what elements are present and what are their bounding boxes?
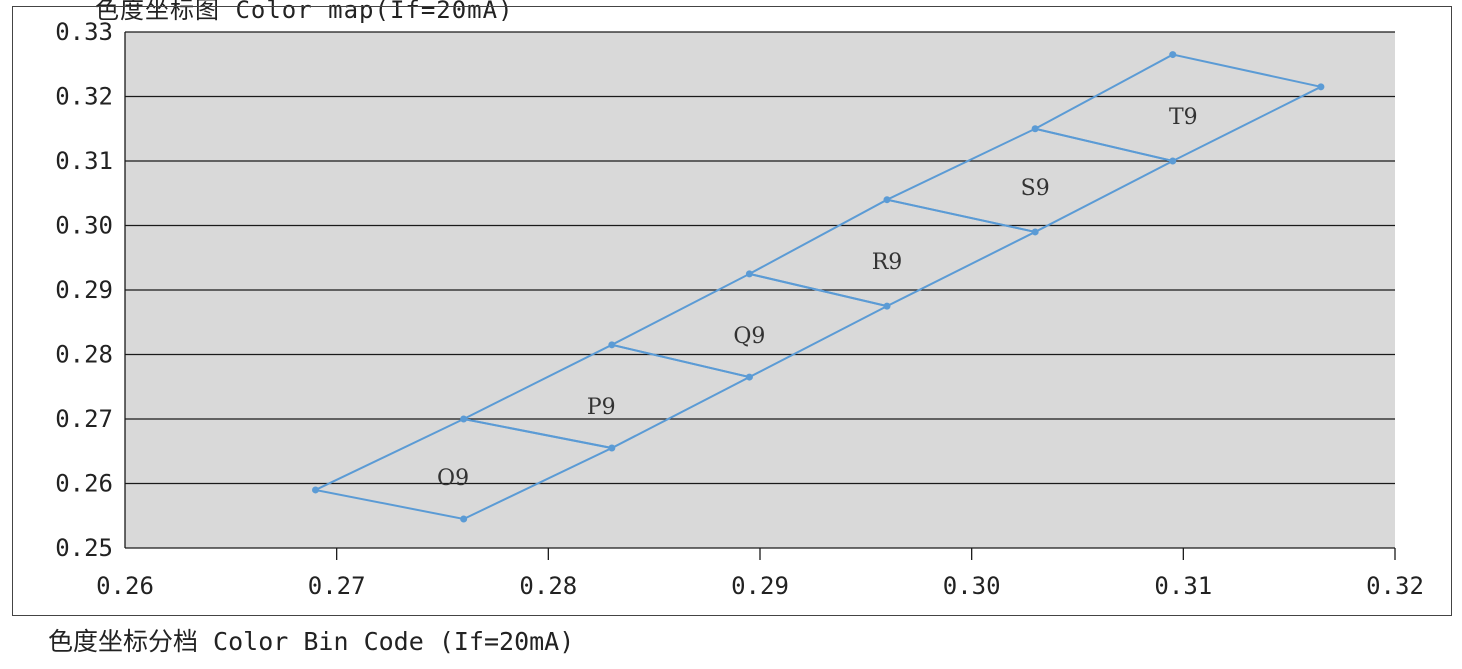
- y-tick-label-0.26: 0.26: [55, 470, 113, 498]
- x-axis-caption: 色度坐标分档 Color Bin Code (If=20mA): [48, 627, 575, 656]
- bin-label-R9: R9: [872, 250, 903, 275]
- bin-label-Q9: Q9: [733, 324, 765, 349]
- y-tick-label-0.31: 0.31: [55, 147, 113, 175]
- bin-label-S9: S9: [1021, 176, 1050, 201]
- x-tick-label-0.32: 0.32: [1366, 572, 1424, 600]
- x-tick-label-0.31: 0.31: [1154, 572, 1212, 600]
- y-tick-label-0.29: 0.29: [55, 276, 113, 304]
- bin-T9-point-2: [1317, 83, 1325, 91]
- y-tick-label-0.28: 0.28: [55, 341, 113, 369]
- x-tick-label-0.27: 0.27: [308, 572, 366, 600]
- bin-O9-point-0: [312, 486, 319, 494]
- bin-label-P9: P9: [587, 395, 616, 420]
- y-tick-label-0.33: 0.33: [55, 18, 113, 46]
- x-tick-label-0.29: 0.29: [731, 572, 789, 600]
- x-tick-label-0.28: 0.28: [519, 572, 577, 600]
- y-tick-label-0.30: 0.30: [55, 212, 113, 240]
- x-tick-label-0.30: 0.30: [943, 572, 1001, 600]
- x-tick-label-0.26: 0.26: [96, 572, 154, 600]
- chart-frame: [12, 6, 1452, 616]
- bin-label-O9: O9: [437, 466, 469, 491]
- bin-T9-point-1: [1169, 51, 1177, 59]
- y-tick-label-0.27: 0.27: [55, 405, 113, 433]
- bin-O9-point-3: [460, 515, 468, 523]
- y-tick-label-0.25: 0.25: [55, 534, 113, 562]
- y-tick-label-0.32: 0.32: [55, 83, 113, 111]
- bin-label-T9: T9: [1169, 105, 1198, 130]
- chart-title: 色度坐标图 Color map(If=20mA): [95, 0, 514, 24]
